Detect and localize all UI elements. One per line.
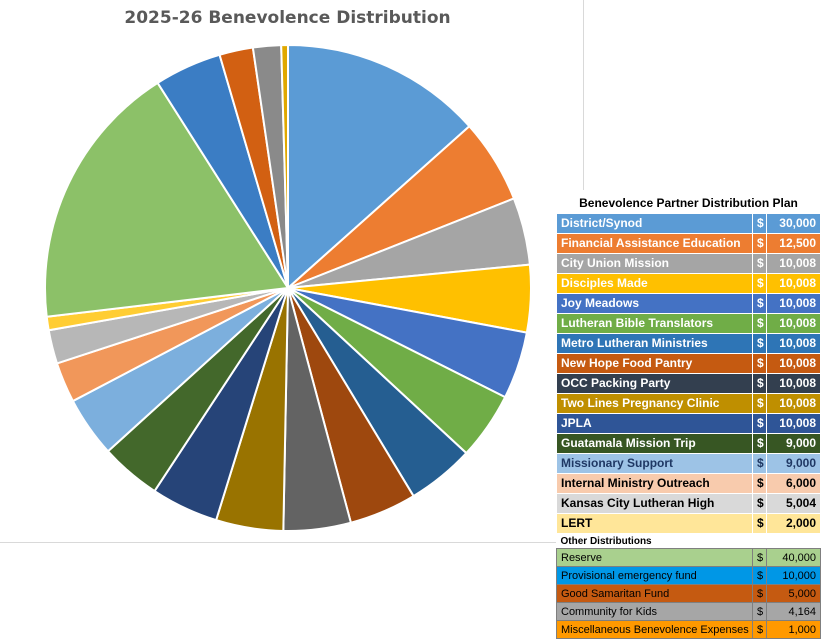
pie-slice <box>280 43 289 289</box>
row-amount: 10,008 <box>766 273 821 294</box>
table-title: Benevolence Partner Distribution Plan <box>556 192 821 214</box>
row-name: Reserve <box>556 548 753 567</box>
row-currency: $ <box>752 620 767 639</box>
row-currency: $ <box>752 233 767 254</box>
row-name: Joy Meadows <box>556 293 753 314</box>
table-row: Metro Lutheran Ministries $10,008 <box>556 333 821 354</box>
row-currency: $ <box>752 373 767 394</box>
row-amount: 9,000 <box>766 433 821 454</box>
row-currency: $ <box>752 513 767 534</box>
sheet-gridline-horizontal <box>0 542 556 543</box>
row-amount: 4,164 <box>766 602 821 621</box>
row-currency: $ <box>752 602 767 621</box>
row-currency: $ <box>752 493 767 514</box>
row-amount: 12,500 <box>766 233 821 254</box>
row-name: Miscellaneous Benevolence Expenses <box>556 620 753 639</box>
table-row: Guatamala Mission Trip $9,000 <box>556 433 821 454</box>
row-currency: $ <box>752 548 767 567</box>
table-row: Two Lines Pregnancy Clinic $10,008 <box>556 393 821 414</box>
row-name: District/Synod <box>556 213 753 234</box>
row-currency: $ <box>752 566 767 585</box>
distribution-table: Benevolence Partner Distribution Plan Di… <box>556 192 821 639</box>
table-row: City Union Mission $10,008 <box>556 253 821 274</box>
row-currency: $ <box>752 293 767 314</box>
row-name: City Union Mission <box>556 253 753 274</box>
table-row: Missionary Support $9,000 <box>556 453 821 474</box>
pie-chart <box>44 43 533 532</box>
row-name: JPLA <box>556 413 753 434</box>
row-amount: 10,008 <box>766 333 821 354</box>
row-amount: 9,000 <box>766 453 821 474</box>
pie-slice <box>44 81 290 318</box>
table-row: Internal Ministry Outreach $6,000 <box>556 473 821 494</box>
row-name: Good Samaritan Fund <box>556 584 753 603</box>
row-name: Disciples Made <box>556 273 753 294</box>
row-currency: $ <box>752 393 767 414</box>
row-name: LERT <box>556 513 753 534</box>
row-currency: $ <box>752 333 767 354</box>
other-distributions-title: Other Distributions <box>560 535 652 547</box>
table-row: Kansas City Lutheran High $5,004 <box>556 493 821 514</box>
chart-title: 2025-26 Benevolence Distribution <box>124 8 451 28</box>
row-currency: $ <box>752 253 767 274</box>
row-name: Two Lines Pregnancy Clinic <box>556 393 753 414</box>
row-currency: $ <box>752 433 767 454</box>
table-row: OCC Packing Party $10,008 <box>556 373 821 394</box>
row-currency: $ <box>752 473 767 494</box>
table-row: Community for Kids $4,164 <box>556 602 821 621</box>
row-amount: 1,000 <box>766 620 821 639</box>
table-row: Miscellaneous Benevolence Expenses $1,000 <box>556 620 821 639</box>
row-amount: 10,008 <box>766 293 821 314</box>
table-row: Good Samaritan Fund $5,000 <box>556 584 821 603</box>
pie-slice <box>287 43 471 291</box>
row-amount: 10,008 <box>766 313 821 334</box>
row-name: Financial Assistance Education <box>556 233 753 254</box>
row-currency: $ <box>752 453 767 474</box>
table-row: New Hope Food Pantry $10,008 <box>556 353 821 374</box>
table-row: Lutheran Bible Translators $10,008 <box>556 313 821 334</box>
table-row: Financial Assistance Education $12,500 <box>556 233 821 254</box>
row-amount: 10,008 <box>766 253 821 274</box>
row-amount: 10,008 <box>766 413 821 434</box>
row-amount: 10,000 <box>766 566 821 585</box>
row-amount: 2,000 <box>766 513 821 534</box>
table-row: Disciples Made $10,008 <box>556 273 821 294</box>
row-name: Kansas City Lutheran High <box>556 493 753 514</box>
table-row: Provisional emergency fund $10,000 <box>556 566 821 585</box>
row-amount: 10,008 <box>766 373 821 394</box>
row-currency: $ <box>752 213 767 234</box>
row-amount: 30,000 <box>766 213 821 234</box>
table-row: District/Synod $30,000 <box>556 213 821 234</box>
row-amount: 40,000 <box>766 548 821 567</box>
row-currency: $ <box>752 313 767 334</box>
row-name: Internal Ministry Outreach <box>556 473 753 494</box>
table-title-row: Benevolence Partner Distribution Plan <box>556 192 821 214</box>
row-name: Community for Kids <box>556 602 753 621</box>
row-currency: $ <box>752 413 767 434</box>
row-amount: 6,000 <box>766 473 821 494</box>
table-row: LERT $2,000 <box>556 513 821 534</box>
row-amount: 5,000 <box>766 584 821 603</box>
sheet-gridline-vertical <box>583 0 584 190</box>
row-name: Lutheran Bible Translators <box>556 313 753 334</box>
row-name: OCC Packing Party <box>556 373 753 394</box>
row-currency: $ <box>752 273 767 294</box>
row-amount: 10,008 <box>766 353 821 374</box>
table-row: JPLA $10,008 <box>556 413 821 434</box>
row-name: Provisional emergency fund <box>556 566 753 585</box>
other-distributions-header-row: Other Distributions <box>557 534 821 549</box>
table-row: Reserve $40,000 <box>556 548 821 567</box>
row-currency: $ <box>752 584 767 603</box>
row-name: Metro Lutheran Ministries <box>556 333 753 354</box>
row-amount: 5,004 <box>766 493 821 514</box>
row-name: New Hope Food Pantry <box>556 353 753 374</box>
row-name: Guatamala Mission Trip <box>556 433 753 454</box>
table-row: Joy Meadows $10,008 <box>556 293 821 314</box>
row-currency: $ <box>752 353 767 374</box>
row-name: Missionary Support <box>556 453 753 474</box>
row-amount: 10,008 <box>766 393 821 414</box>
